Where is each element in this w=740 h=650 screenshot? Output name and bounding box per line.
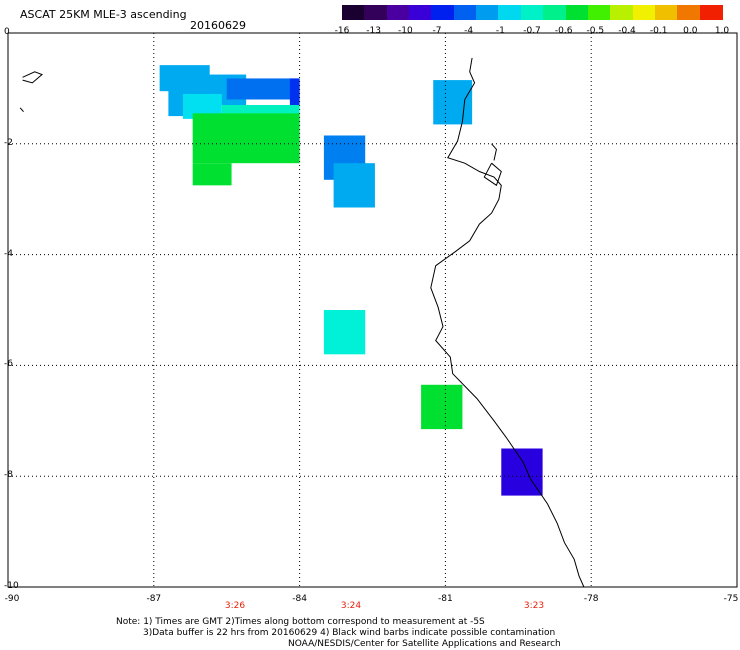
time-label: 3:26 [224, 601, 246, 611]
colorbar-cell [409, 5, 432, 20]
colorbar-label: -7 [432, 26, 442, 36]
colorbar-label: -1 [495, 26, 505, 36]
colorbar-cell [520, 5, 544, 20]
galapagos-island [22, 71, 43, 84]
coastline [430, 57, 585, 588]
map-date: 20160629 [190, 19, 246, 32]
colorbar-cell [543, 5, 567, 20]
x-axis-label: -90 [4, 594, 20, 604]
wind-cell [421, 384, 463, 430]
puna-island [483, 162, 502, 187]
wind-cell [192, 113, 300, 164]
wind-cell [433, 80, 473, 125]
wind-cell [501, 448, 543, 496]
colorbar-cell [654, 5, 678, 20]
y-axis-label: -10 [4, 581, 19, 591]
y-axis-label: -8 [4, 470, 13, 481]
colorbar-cell [587, 5, 611, 20]
colorbar-cell [453, 5, 477, 20]
x-axis-label: -75 [723, 594, 739, 604]
note-line-1: Note: 1) Times are GMT 2)Times along bot… [116, 617, 485, 627]
colorbar-label: -4 [464, 26, 474, 36]
colorbar-cell [364, 5, 388, 20]
colorbar-label: -0.5 [586, 26, 605, 36]
colorbar-label: -13 [366, 26, 382, 36]
colorbar-label: 0.0 [683, 26, 698, 36]
note-line-3: NOAA/NESDIS/Center for Satellite Applica… [288, 639, 561, 649]
y-axis-label: -4 [4, 248, 13, 259]
x-axis-label: -84 [292, 594, 307, 604]
colorbar-cell [431, 5, 455, 20]
colorbar-cell [386, 5, 410, 20]
x-axis-label: -87 [146, 594, 162, 604]
colorbar-cell [632, 5, 656, 20]
gulf-coast [491, 143, 497, 161]
wind-cell [192, 163, 232, 186]
colorbar-cell [476, 5, 500, 20]
colorbar-label: -0.7 [523, 26, 541, 36]
time-label: 3:23 [523, 601, 545, 611]
colorbar-label: -10 [397, 26, 413, 36]
colorbar-cell [699, 5, 723, 20]
colorbar-label: -0.6 [554, 26, 573, 36]
time-label: 3:24 [340, 601, 362, 611]
x-axis-label: -81 [438, 594, 453, 604]
wind-cell [226, 78, 300, 100]
wind-cell [289, 78, 300, 106]
plot-frame [7, 32, 738, 588]
wind-cell [323, 310, 366, 355]
colorbar-cell [342, 5, 365, 20]
colorbar-cell [610, 5, 634, 20]
colorbar-label: -16 [334, 26, 350, 36]
wind-cell [333, 163, 375, 208]
colorbar-cell [565, 5, 589, 20]
y-axis-label: -6 [4, 359, 13, 370]
colorbar-cell [677, 5, 701, 20]
colorbar-label: 1.0 [714, 26, 730, 36]
x-axis-label: -78 [583, 594, 599, 604]
note-line-2: 3)Data buffer is 22 hrs from 20160629 4)… [143, 628, 556, 638]
galapagos-island [19, 107, 24, 112]
y-axis-label: 0 [4, 27, 10, 37]
colorbar-cell [498, 5, 522, 20]
y-axis-label: -2 [4, 137, 13, 148]
colorbar-label: -0.1 [649, 26, 668, 36]
colorbar-label: -0.4 [618, 26, 636, 36]
map-title: ASCAT 25KM MLE-3 ascending [20, 8, 187, 21]
